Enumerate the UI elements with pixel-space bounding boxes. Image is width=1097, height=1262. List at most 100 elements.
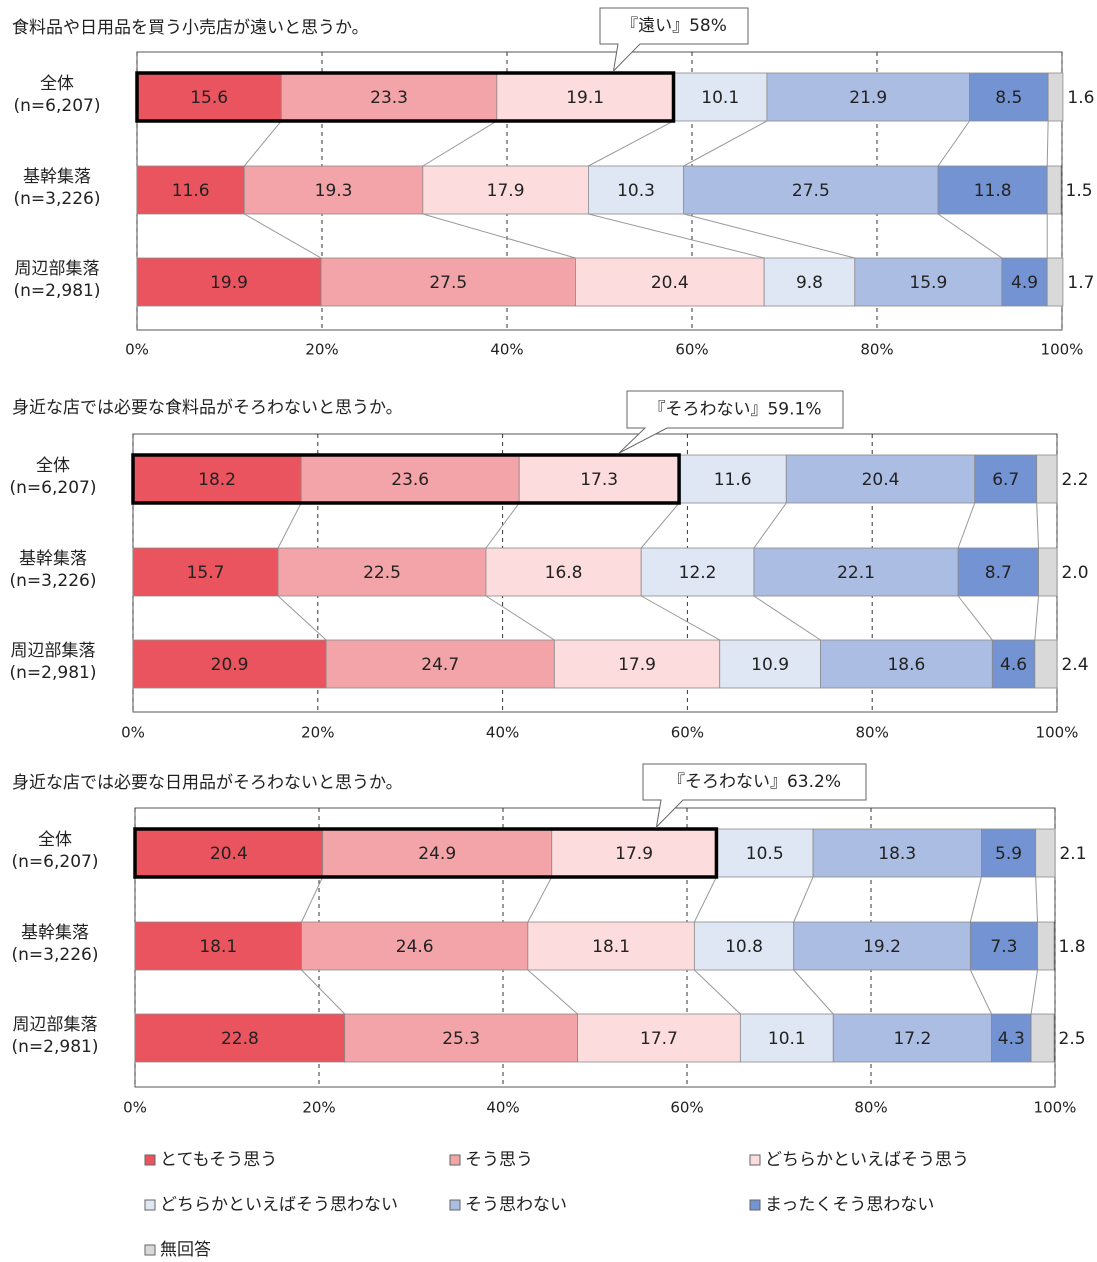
- x-tick-label: 60%: [670, 1099, 703, 1117]
- data-label: 10.8: [725, 937, 763, 957]
- highlight-box: [131, 453, 681, 505]
- data-label: 5.9: [995, 844, 1022, 864]
- bar-segment: [1046, 165, 1062, 215]
- x-tick-label: 0%: [125, 341, 149, 359]
- annotation-callout: [599, 7, 749, 73]
- bar-segment: [485, 547, 642, 597]
- bar-segment: [132, 454, 302, 504]
- data-label: 19.2: [863, 937, 901, 957]
- connector-line: [485, 595, 555, 641]
- legend-swatch: [144, 1154, 156, 1166]
- connector-line: [969, 969, 992, 1015]
- highlight-box: [135, 71, 676, 123]
- annotation: 『遠い』58%: [621, 16, 727, 36]
- bar-segment: [1047, 72, 1064, 122]
- legend-swatch: [449, 1154, 461, 1166]
- bar-segment: [325, 639, 555, 689]
- connector-line: [683, 213, 855, 259]
- x-tick-label: 100%: [1041, 341, 1084, 359]
- category-label: 周辺部集落 (n=2,981): [13, 259, 101, 301]
- data-label: 24.9: [418, 844, 456, 864]
- x-tick-label: 60%: [675, 341, 708, 359]
- data-label: 16.8: [545, 563, 583, 583]
- chart-title: 食料品や日用品を買う小売店が遠いと思うか。: [12, 18, 369, 38]
- bar-segment: [344, 1013, 578, 1063]
- x-tick-label: 0%: [123, 1099, 147, 1117]
- data-label: 2.4: [1061, 655, 1088, 675]
- x-tick-label: 60%: [671, 724, 704, 742]
- x-tick-label: 20%: [301, 724, 334, 742]
- data-label: 10.1: [701, 88, 739, 108]
- bar-segment: [1037, 921, 1055, 971]
- highlight-box: [133, 827, 719, 879]
- bar-segment: [134, 921, 302, 971]
- data-label: 6.7: [992, 470, 1019, 490]
- connector-line: [693, 876, 717, 923]
- data-label: 17.2: [893, 1029, 931, 1049]
- bar-segment: [716, 828, 814, 878]
- legend-label: まったくそう思わない: [765, 1195, 934, 1215]
- bar-segment: [820, 639, 993, 689]
- connector-line: [957, 595, 993, 641]
- data-label: 1.5: [1066, 181, 1093, 201]
- data-label: 9.8: [796, 273, 823, 293]
- legend-label: とてもそう思う: [160, 1150, 277, 1170]
- category-label: 基幹集落 (n=3,226): [11, 923, 99, 965]
- bar-segment: [969, 921, 1038, 971]
- connector-line: [277, 595, 327, 641]
- data-label: 4.3: [998, 1029, 1025, 1049]
- data-label: 19.9: [210, 273, 248, 293]
- data-label: 8.5: [995, 88, 1022, 108]
- chart-title: 身近な店では必要な日用品がそろわないと思うか。: [12, 773, 403, 793]
- data-label: 15.9: [909, 273, 947, 293]
- bar-segment: [422, 165, 589, 215]
- legend-label: そう思わない: [465, 1195, 567, 1215]
- data-label: 2.0: [1061, 563, 1088, 583]
- connector-line: [793, 969, 834, 1015]
- connector-line: [244, 213, 322, 259]
- data-label: 10.5: [746, 844, 784, 864]
- x-tick-label: 40%: [490, 341, 523, 359]
- bar-segment: [300, 454, 520, 504]
- annotation: 『そろわない』59.1%: [648, 400, 821, 420]
- connector-line: [969, 876, 982, 923]
- data-label: 2.5: [1059, 1029, 1086, 1049]
- data-label: 19.1: [566, 88, 604, 108]
- bar-segment: [136, 257, 322, 307]
- bar-segment: [320, 257, 576, 307]
- data-label: 7.3: [990, 937, 1017, 957]
- connector-line: [527, 876, 553, 923]
- connector-line: [588, 120, 674, 167]
- bar-segment: [693, 921, 795, 971]
- data-label: 8.7: [985, 563, 1012, 583]
- connector-line: [937, 120, 970, 167]
- data-label: 10.1: [768, 1029, 806, 1049]
- connector-line: [1035, 876, 1039, 923]
- connector-line: [753, 595, 821, 641]
- bar-segment: [136, 165, 245, 215]
- x-tick-label: 20%: [302, 1099, 335, 1117]
- bar-segment: [1035, 828, 1056, 878]
- category-label: 周辺部集落 (n=2,981): [11, 1015, 99, 1057]
- bar-segment: [136, 72, 282, 122]
- connector-line: [1036, 502, 1040, 549]
- bar-segment: [766, 72, 970, 122]
- data-label: 1.6: [1067, 88, 1094, 108]
- data-label: 18.1: [592, 937, 630, 957]
- connector-line: [422, 120, 498, 167]
- legend-label: 無回答: [160, 1240, 211, 1260]
- data-label: 27.5: [792, 181, 830, 201]
- connector-line: [694, 969, 741, 1015]
- connector-line: [1046, 120, 1049, 167]
- bar-segment: [577, 1013, 741, 1063]
- x-tick-label: 40%: [486, 1099, 519, 1117]
- category-label: 基幹集落 (n=3,226): [13, 167, 101, 209]
- legend-swatch: [144, 1199, 156, 1211]
- bar-segment: [673, 72, 768, 122]
- data-label: 23.3: [370, 88, 408, 108]
- category-label: 全体 (n=6,207): [9, 456, 97, 498]
- bar-segment: [1001, 257, 1048, 307]
- bar-segment: [981, 828, 1037, 878]
